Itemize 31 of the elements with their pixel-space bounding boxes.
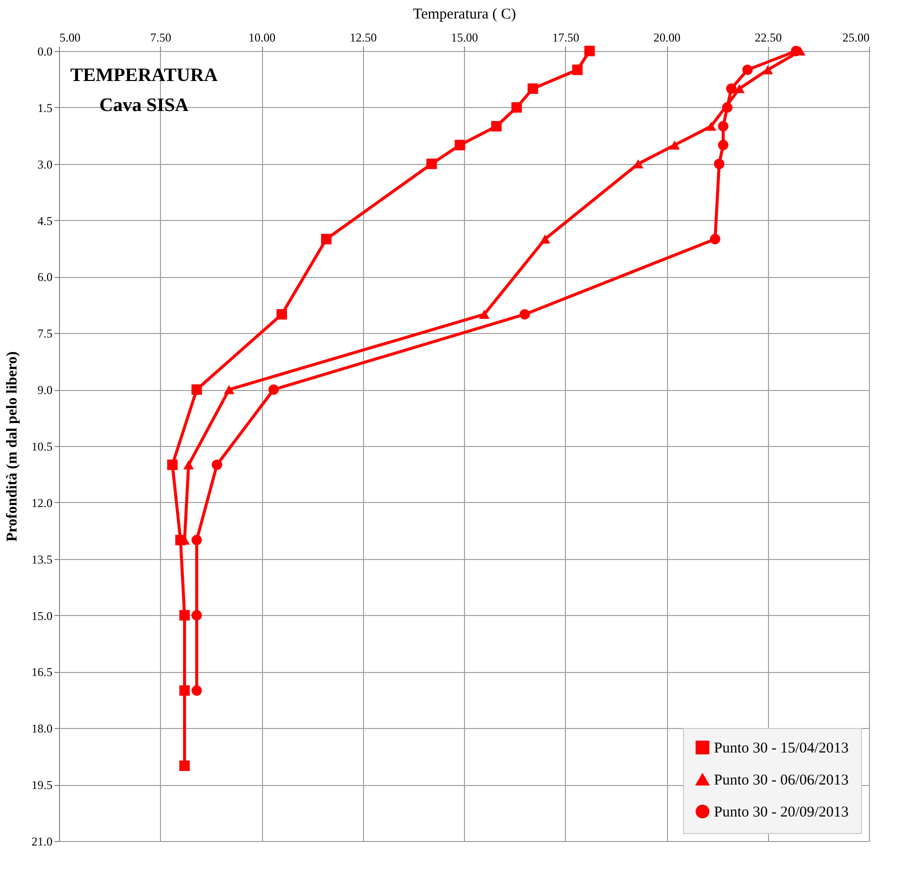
x-tick-label: 22.50: [754, 30, 782, 44]
x-tick-label: 12.50: [350, 30, 377, 44]
y-tick-label: 10.5: [32, 440, 52, 454]
x-tick-label: 5.00: [60, 30, 80, 44]
x-tick-label: 10.00: [248, 30, 276, 44]
y-tick-label: 18.0: [32, 722, 52, 736]
y-tick-label: 21.0: [32, 834, 52, 848]
y-tick-label: 19.5: [32, 778, 52, 792]
x-axis-title: Temperatura ( C): [412, 6, 516, 22]
x-tick-label: 15.00: [451, 30, 478, 44]
y-tick-label: 12.0: [32, 496, 52, 510]
annotation: Cava SISA: [99, 95, 189, 116]
y-tick-label: 16.5: [32, 665, 52, 680]
y-axis-title: Profondità (m dal pelo libero): [4, 351, 20, 542]
y-tick-label: 3.0: [38, 157, 52, 172]
x-tick-label: 7.50: [150, 30, 172, 44]
x-tick-label: 25.00: [842, 30, 870, 44]
y-tick-label: 1.5: [38, 100, 52, 115]
legend-label: Punto 30 - 06/06/2013: [714, 772, 849, 788]
legend-label: Punto 30 - 20/09/2013: [714, 804, 849, 820]
y-tick-label: 0.0: [38, 44, 52, 58]
x-tick-label: 17.50: [552, 30, 580, 44]
legend-label: Punto 30 - 15/04/2013: [714, 740, 849, 756]
y-tick-label: 7.5: [38, 326, 52, 341]
y-tick-label: 9.0: [38, 383, 52, 398]
annotation: TEMPERATURA: [70, 65, 218, 86]
y-tick-label: 6.0: [38, 270, 52, 284]
y-tick-label: 4.5: [38, 214, 52, 228]
y-tick-label: 15.0: [32, 608, 52, 623]
x-tick-label: 20.00: [654, 30, 680, 44]
y-tick-label: 13.5: [32, 552, 52, 566]
